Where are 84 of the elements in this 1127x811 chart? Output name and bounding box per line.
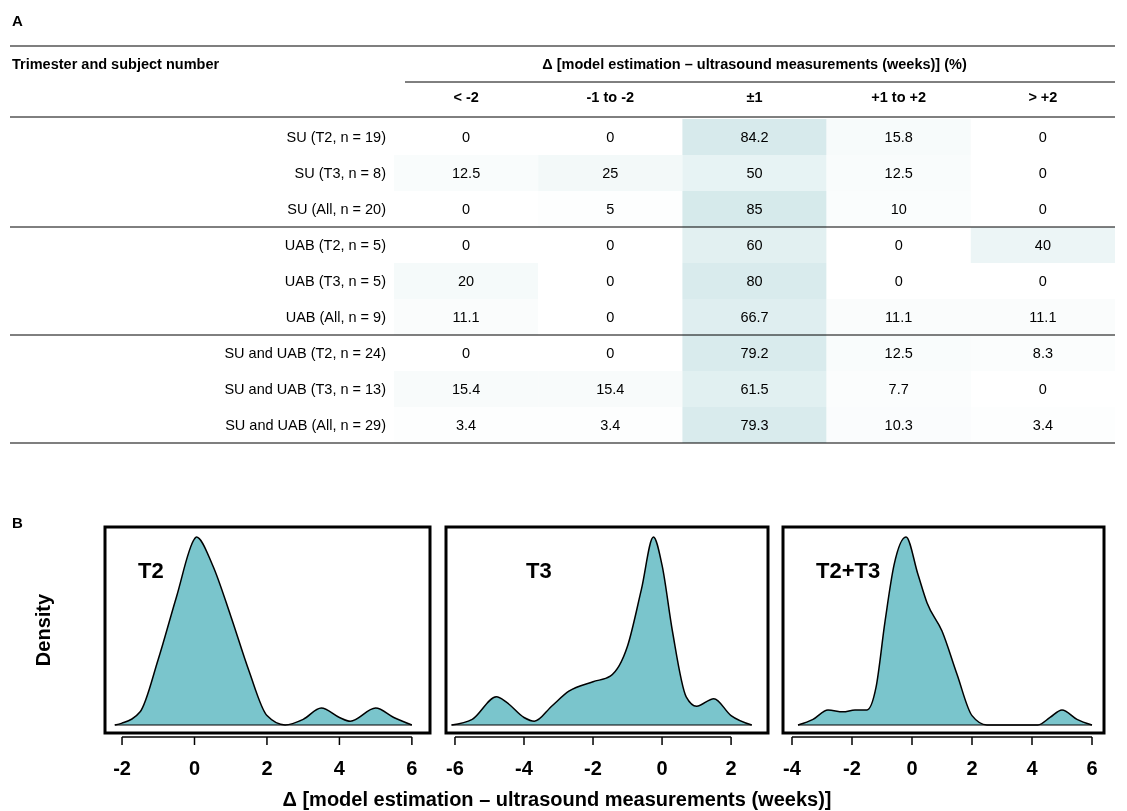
x-axis-title: Δ [model estimation – ultrasound measurements (weeks)] — [282, 788, 832, 810]
data-label: 3.4 — [456, 417, 477, 433]
x-tick-label: 0 — [906, 757, 918, 779]
x-tick-label: 6 — [1086, 757, 1098, 779]
data-label: 0 — [462, 201, 471, 217]
data-label: 3.4 — [1032, 417, 1053, 433]
data-label: 15.4 — [451, 381, 481, 397]
y-tick-label: SU and UAB (All, n = 29) — [225, 417, 386, 433]
data-label: 0 — [606, 129, 615, 145]
y-tick-label: UAB (All, n = 9) — [285, 309, 386, 325]
y-axis-title: Density — [32, 593, 54, 667]
data-label: 11.1 — [885, 309, 913, 325]
data-label: 0 — [462, 129, 471, 145]
x-tick-label: -4 — [783, 757, 802, 779]
x-tick-label: -2 — [584, 757, 602, 779]
data-label: 0 — [894, 237, 903, 253]
data-label: 0 — [462, 345, 471, 361]
data-label: 12.5 — [451, 165, 481, 181]
x-tick-label: < -2 — [453, 89, 479, 105]
data-label: 60 — [746, 237, 763, 253]
x-tick-label: 4 — [333, 757, 346, 779]
x-tick-label: ±1 — [746, 89, 763, 105]
data-label: 0 — [1038, 201, 1047, 217]
data-label: 8.3 — [1032, 345, 1053, 361]
y-tick-label: UAB (T2, n = 5) — [284, 237, 386, 253]
data-label: 84.2 — [740, 129, 769, 145]
x-tick-label: 0 — [656, 757, 668, 779]
x-tick-label: -1 to -2 — [586, 89, 635, 105]
data-label: 0 — [606, 273, 615, 289]
data-label: 0 — [894, 273, 903, 289]
data-label: 0 — [1038, 381, 1047, 397]
data-label: 15.4 — [596, 381, 625, 397]
data-label: 3.4 — [600, 417, 621, 433]
x-tick-label: -6 — [446, 757, 464, 779]
data-label: 0 — [606, 345, 615, 361]
x-tick-label: > +2 — [1028, 89, 1058, 105]
x-tick-label: -2 — [843, 757, 861, 779]
data-label: 12.5 — [884, 345, 913, 361]
data-label: 80 — [746, 273, 763, 289]
x-tick-label: -4 — [515, 757, 534, 779]
text: T3 — [526, 558, 552, 583]
data-label: 0 — [606, 309, 615, 325]
data-label: 0 — [462, 237, 471, 253]
data-label: 7.7 — [888, 381, 909, 397]
text: B — [12, 514, 23, 531]
data-label: 85 — [746, 201, 763, 217]
data-label: 66.7 — [740, 309, 769, 325]
data-label: 50 — [746, 165, 763, 181]
data-label: 0 — [1038, 273, 1047, 289]
y-tick-label: SU (T3, n = 8) — [294, 165, 386, 181]
data-label: 79.2 — [740, 345, 769, 361]
x-tick-label: 2 — [966, 757, 978, 779]
text: T2 — [138, 558, 164, 583]
data-label: 12.5 — [884, 165, 913, 181]
x-tick-label: 2 — [261, 757, 273, 779]
data-label: 0 — [606, 237, 615, 253]
x-tick-label: 2 — [725, 757, 737, 779]
y-tick-label: SU (T2, n = 19) — [286, 129, 386, 145]
y-tick-label: SU (All, n = 20) — [287, 201, 386, 217]
x-axis-title: Δ [model estimation – ultrasound measurements (weeks)] (%) — [542, 56, 967, 72]
x-tick-label: 6 — [406, 757, 418, 779]
data-label: 20 — [458, 273, 475, 289]
data-label: 5 — [606, 201, 615, 217]
text: A — [12, 12, 23, 29]
y-tick-label: UAB (T3, n = 5) — [284, 273, 386, 289]
y-tick-label: SU and UAB (T2, n = 24) — [224, 345, 386, 361]
x-tick-label: +1 to +2 — [871, 89, 927, 105]
x-tick-label: 4 — [1026, 757, 1039, 779]
data-label: 15.8 — [884, 129, 913, 145]
x-tick-label: -2 — [113, 757, 131, 779]
data-label: 11.1 — [452, 309, 480, 325]
data-label: 11.1 — [1029, 309, 1057, 325]
text: T2+T3 — [816, 558, 881, 583]
data-label: 10.3 — [884, 417, 913, 433]
data-label: 10 — [890, 201, 907, 217]
data-label: 61.5 — [740, 381, 769, 397]
y-axis-title: Trimester and subject number — [12, 56, 220, 72]
data-label: 79.3 — [740, 417, 769, 433]
data-label: 40 — [1034, 237, 1051, 253]
data-label: 25 — [602, 165, 619, 181]
data-label: 0 — [1038, 129, 1047, 145]
y-tick-label: SU and UAB (T3, n = 13) — [224, 381, 386, 397]
x-tick-label: 0 — [188, 757, 201, 779]
data-label: 0 — [1038, 165, 1047, 181]
